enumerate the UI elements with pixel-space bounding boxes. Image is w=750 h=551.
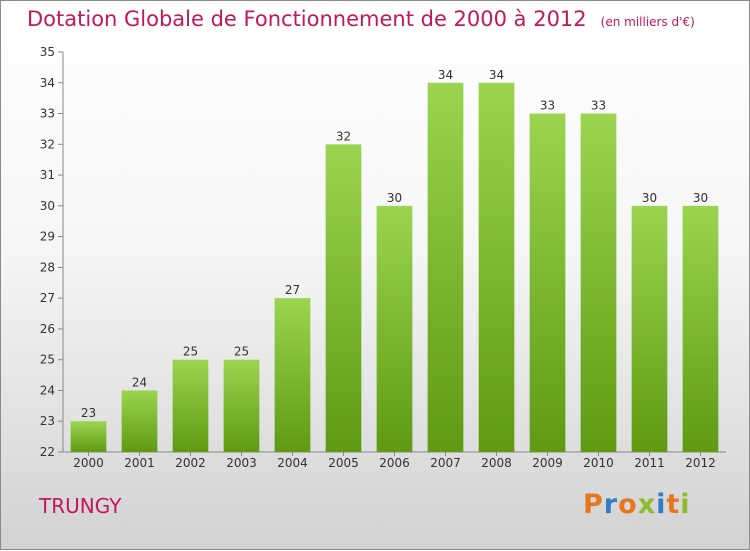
- bar-value-label: 23: [81, 406, 96, 420]
- y-tick-label: 22: [40, 445, 55, 459]
- x-tick-label: 2010: [583, 456, 614, 470]
- bar-value-label: 24: [132, 375, 147, 389]
- bar-value-label: 33: [540, 99, 555, 113]
- bar-value-label: 25: [234, 345, 249, 359]
- bar: [631, 205, 668, 452]
- logo-letter: o: [618, 489, 638, 520]
- x-tick-label: 2008: [481, 456, 512, 470]
- y-tick-label: 28: [40, 260, 55, 274]
- bar-value-label: 34: [438, 68, 453, 82]
- y-tick-label: 33: [40, 107, 55, 121]
- y-tick-label: 30: [40, 199, 55, 213]
- x-tick-label: 2011: [634, 456, 665, 470]
- logo-letter: r: [603, 489, 619, 520]
- logo-letter: x: [637, 489, 657, 520]
- bar: [172, 359, 209, 452]
- chart-title: Dotation Globale de Fonctionnement de 20…: [27, 7, 587, 31]
- x-tick-label: 2009: [532, 456, 563, 470]
- x-tick-label: 2000: [73, 456, 104, 470]
- bar-value-label: 30: [642, 191, 657, 205]
- bar-value-label: 27: [285, 283, 300, 297]
- logo-letter: P: [583, 489, 604, 520]
- bar: [427, 82, 464, 453]
- logo-letter: i: [656, 489, 667, 520]
- bar-value-label: 30: [693, 191, 708, 205]
- bar: [70, 421, 107, 452]
- bar-value-label: 25: [183, 345, 198, 359]
- bar: [529, 113, 566, 453]
- x-tick-label: 2004: [277, 456, 308, 470]
- bar: [478, 82, 515, 453]
- y-tick-label: 26: [40, 322, 55, 336]
- y-tick-label: 32: [40, 137, 55, 151]
- bar-value-label: 32: [336, 129, 351, 143]
- commune-name: TRUNGY: [39, 494, 122, 518]
- logo-letter: t: [666, 489, 681, 520]
- bar: [376, 205, 413, 452]
- y-tick-label: 34: [40, 76, 55, 90]
- bar: [223, 359, 260, 452]
- y-tick-label: 25: [40, 353, 55, 367]
- x-tick-label: 2012: [685, 456, 716, 470]
- y-tick-label: 27: [40, 291, 55, 305]
- y-tick-label: 31: [40, 168, 55, 182]
- x-tick-label: 2006: [379, 456, 410, 470]
- chart-unit: (en milliers d'€): [600, 15, 695, 29]
- bar-value-label: 30: [387, 191, 402, 205]
- chart-title-row: Dotation Globale de Fonctionnement de 20…: [27, 7, 695, 31]
- x-tick-label: 2007: [430, 456, 461, 470]
- x-tick-label: 2001: [124, 456, 155, 470]
- bar: [121, 390, 158, 452]
- y-tick-label: 29: [40, 230, 55, 244]
- logo-letter: i: [680, 489, 691, 520]
- x-tick-label: 2005: [328, 456, 359, 470]
- bar: [325, 144, 362, 453]
- x-tick-label: 2002: [175, 456, 206, 470]
- bar: [682, 205, 719, 452]
- y-tick-label: 35: [40, 45, 55, 59]
- x-tick-label: 2003: [226, 456, 257, 470]
- bar: [274, 298, 311, 452]
- bar-value-label: 33: [591, 99, 606, 113]
- y-tick-label: 24: [40, 383, 55, 397]
- proxiti-logo: Proxiti: [583, 489, 691, 520]
- bar: [580, 113, 617, 453]
- y-tick-label: 23: [40, 414, 55, 428]
- bar-value-label: 34: [489, 68, 504, 82]
